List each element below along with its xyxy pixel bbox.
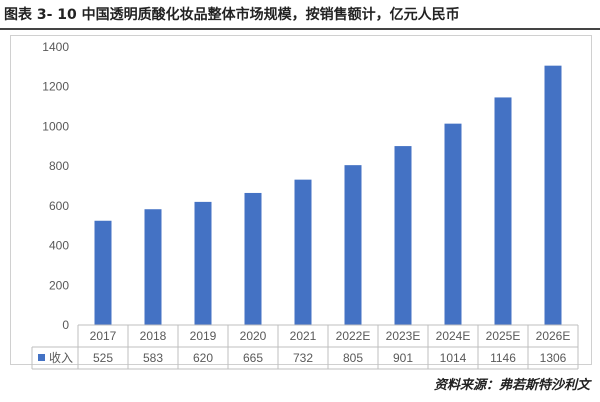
y-tick-label: 400 (49, 239, 69, 253)
bar-2022E (344, 165, 362, 325)
y-tick-label: 600 (49, 199, 69, 213)
source-note: 资料来源：弗若斯特沙利文 (433, 378, 590, 393)
x-tick-label: 2018 (140, 329, 167, 343)
x-tick-label: 2023E (386, 329, 421, 343)
bar-2020 (244, 192, 262, 325)
x-tick-label: 2024E (436, 329, 471, 343)
data-table-value: 805 (343, 351, 363, 365)
data-table-value: 1306 (540, 351, 567, 365)
bar-2024E (444, 123, 462, 325)
bar-chart: 0 200 400 600 800 1000 1200 1400 2017 2018 2019 202… (31, 40, 579, 370)
x-tick-label: 2026E (536, 329, 571, 343)
data-table-value: 901 (393, 351, 413, 365)
data-table-value: 525 (93, 351, 113, 365)
y-tick-label: 200 (49, 278, 69, 292)
y-tick-label: 800 (49, 159, 69, 173)
data-table-value: 1146 (490, 351, 516, 365)
bar-2026E (544, 65, 562, 325)
bar-2023E (394, 146, 412, 325)
x-tick-label: 2019 (190, 329, 217, 343)
data-table-value: 620 (193, 351, 213, 365)
x-tick-label: 2025E (486, 329, 521, 343)
bar-2018 (144, 209, 162, 325)
y-tick-label: 1000 (42, 119, 69, 133)
y-tick-label: 1200 (42, 80, 69, 94)
legend-series-name: 收入 (49, 351, 73, 365)
x-tick-label: 2017 (90, 329, 117, 343)
bar-2025E (494, 97, 512, 326)
bar-2021 (294, 179, 312, 325)
y-tick-label: 0 (62, 318, 69, 332)
data-table-value: 732 (293, 351, 313, 365)
x-tick-label: 2021 (290, 329, 317, 343)
bar-2017 (94, 220, 112, 325)
legend-key-swatch (38, 354, 45, 361)
data-table-value: 665 (243, 351, 263, 365)
bar-2019 (194, 201, 212, 325)
chart-frame (10, 35, 592, 365)
y-tick-label: 1400 (42, 40, 69, 54)
data-table-value: 583 (143, 351, 163, 365)
figure-title: 图表 3- 10 中国透明质酸化妆品整体市场规模，按销售额计，亿元人民币 (4, 7, 460, 23)
title-divider (0, 28, 600, 30)
x-tick-label: 2022E (336, 329, 371, 343)
data-table-value: 1014 (440, 351, 467, 365)
x-tick-label: 2020 (240, 329, 267, 343)
